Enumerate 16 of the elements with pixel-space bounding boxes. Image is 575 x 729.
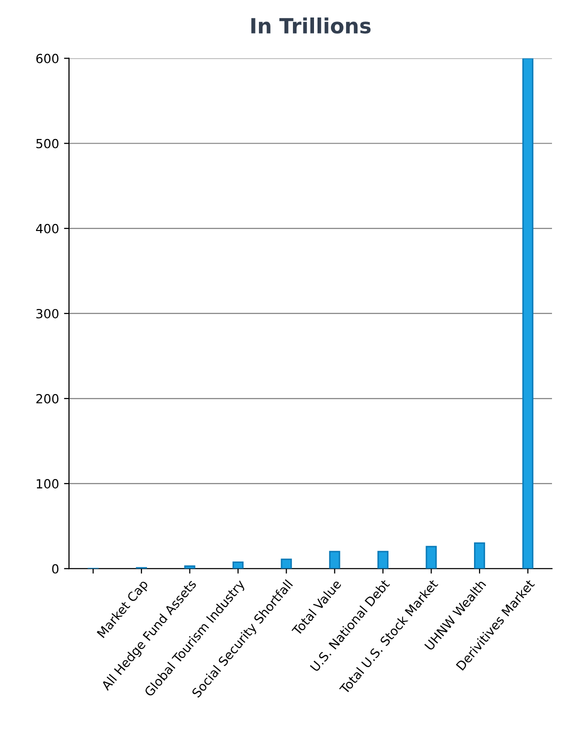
y-tick-label: 400 xyxy=(36,224,58,234)
bar xyxy=(522,58,534,569)
y-tick-label: 200 xyxy=(36,394,58,404)
bar xyxy=(329,550,340,569)
y-tick-label: 100 xyxy=(36,479,58,488)
chart-title: In Trillions xyxy=(251,17,371,34)
bar xyxy=(426,546,437,569)
y-tick-label: 500 xyxy=(36,138,58,148)
bar xyxy=(184,565,196,569)
bar xyxy=(232,561,244,569)
y-tick-label: 0 xyxy=(52,564,58,574)
bar xyxy=(280,558,292,569)
y-tick-label: 300 xyxy=(36,308,58,318)
bar xyxy=(474,542,486,569)
bar xyxy=(377,550,388,569)
y-tick-label: 600 xyxy=(36,54,58,64)
